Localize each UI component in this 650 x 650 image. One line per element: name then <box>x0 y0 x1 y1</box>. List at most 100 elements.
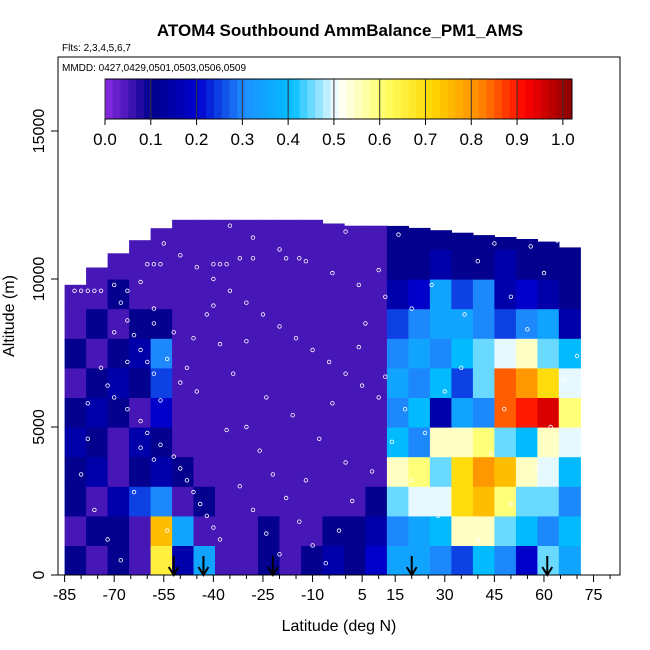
colorbar-swatch <box>346 79 355 119</box>
sample-point <box>98 288 104 293</box>
colorbar-swatch <box>159 79 168 119</box>
sample-point <box>211 525 216 530</box>
sample-point <box>548 424 553 430</box>
heatmap-cell <box>215 367 238 398</box>
heatmap-cell <box>451 338 474 369</box>
sample-point <box>197 211 203 217</box>
sample-point <box>178 466 183 471</box>
heatmap-cell <box>64 486 87 517</box>
heatmap-cell <box>150 397 173 428</box>
sample-point <box>310 543 315 548</box>
sample-point <box>197 501 203 507</box>
mmdd-label: MMDD: 0427,0429,0501,0503,0506,0509 <box>62 63 246 74</box>
sample-point <box>230 371 236 376</box>
heatmap-cell <box>408 308 431 339</box>
colorbar-swatch <box>151 79 160 119</box>
sample-point <box>264 531 269 536</box>
heatmap-cell <box>215 486 238 517</box>
heatmap-cell <box>515 545 538 575</box>
heatmap-cell <box>386 225 409 250</box>
heatmap-cell <box>215 427 238 458</box>
y-axis-label: Altitude (m) <box>1 275 18 357</box>
heatmap-cell <box>451 308 474 339</box>
heatmap-cell <box>236 249 259 280</box>
sample-point <box>277 208 282 214</box>
heatmap-cell <box>172 486 195 517</box>
heatmap-cell <box>258 367 281 398</box>
heatmap-cell <box>150 338 173 369</box>
heatmap-cell <box>193 427 216 458</box>
heatmap-cell <box>258 338 281 369</box>
heatmap-cell <box>150 228 173 250</box>
heatmap-cell <box>365 545 388 575</box>
sample-point <box>541 270 547 276</box>
heatmap-cell <box>301 456 324 487</box>
sample-point <box>250 256 256 261</box>
sample-point <box>330 401 335 406</box>
x-tick-label: -85 <box>53 587 76 604</box>
sample-point <box>244 339 249 344</box>
heatmap-cell <box>365 397 388 428</box>
heatmap-cell <box>301 367 324 398</box>
heatmap-cell <box>258 545 281 575</box>
heatmap-cell <box>451 279 474 310</box>
heatmap-cell <box>494 515 517 546</box>
sample-point <box>290 208 295 214</box>
heatmap-cell <box>494 486 517 517</box>
heatmap-cell <box>107 515 130 546</box>
heatmap-cell <box>279 308 302 339</box>
x-tick-label: 75 <box>585 587 603 604</box>
heatmap-cell <box>494 338 517 369</box>
sample-point <box>217 537 223 542</box>
heatmap-cell <box>344 427 367 458</box>
heatmap-cell <box>150 456 173 487</box>
sample-point <box>138 279 143 285</box>
heatmap-cell <box>386 545 409 575</box>
sample-point <box>244 300 249 305</box>
sample-point <box>138 418 143 424</box>
sample-point <box>85 401 90 406</box>
x-tick-label: -70 <box>103 587 126 604</box>
colorbar-swatch <box>338 79 347 119</box>
sample-point <box>442 389 447 394</box>
heatmap-cell <box>236 515 259 546</box>
sample-point <box>297 519 302 524</box>
heatmap-cell <box>215 308 238 339</box>
heatmap-cell <box>515 456 538 487</box>
heatmap-cell <box>365 486 388 517</box>
heatmap-cell <box>451 486 474 517</box>
colorbar-tick-label: 0.4 <box>276 130 300 149</box>
heatmap-cell <box>408 486 431 517</box>
sample-point <box>359 383 365 388</box>
colorbar-swatch <box>354 79 363 119</box>
heatmap-cell <box>258 456 281 487</box>
sample-point <box>330 270 335 276</box>
plot-frame <box>57 56 621 576</box>
heatmap-cell <box>515 515 538 546</box>
heatmap-cell <box>193 367 216 398</box>
colorbar-swatch <box>252 79 262 119</box>
heatmap-cell <box>537 486 560 517</box>
heatmap-cell <box>494 456 517 487</box>
colorbar-swatch <box>245 79 254 119</box>
colorbar-swatch <box>400 79 410 119</box>
sample-point <box>343 460 348 465</box>
heatmap-cell <box>236 456 259 487</box>
heatmap-cell <box>386 427 409 458</box>
heatmap-cell <box>107 253 130 280</box>
sample-point <box>396 232 401 237</box>
heatmap-cell <box>279 427 302 458</box>
heatmap-cell <box>64 515 87 546</box>
sample-point <box>376 395 381 400</box>
heatmap-cell <box>64 545 87 575</box>
heatmap-cell <box>472 397 495 428</box>
colorbar-swatch <box>143 79 153 119</box>
heatmap-cell <box>107 456 130 487</box>
heatmap-cell <box>64 308 87 339</box>
heatmap-cell <box>279 486 302 517</box>
heatmap-cell <box>107 367 130 398</box>
colorbar-tick-label: 0.7 <box>414 130 438 149</box>
heatmap-cell <box>86 486 109 517</box>
sample-point <box>145 430 150 436</box>
